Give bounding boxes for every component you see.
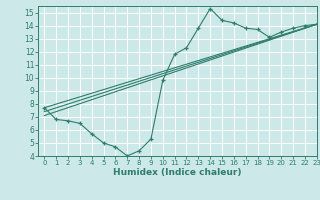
X-axis label: Humidex (Indice chaleur): Humidex (Indice chaleur) [113,168,242,177]
